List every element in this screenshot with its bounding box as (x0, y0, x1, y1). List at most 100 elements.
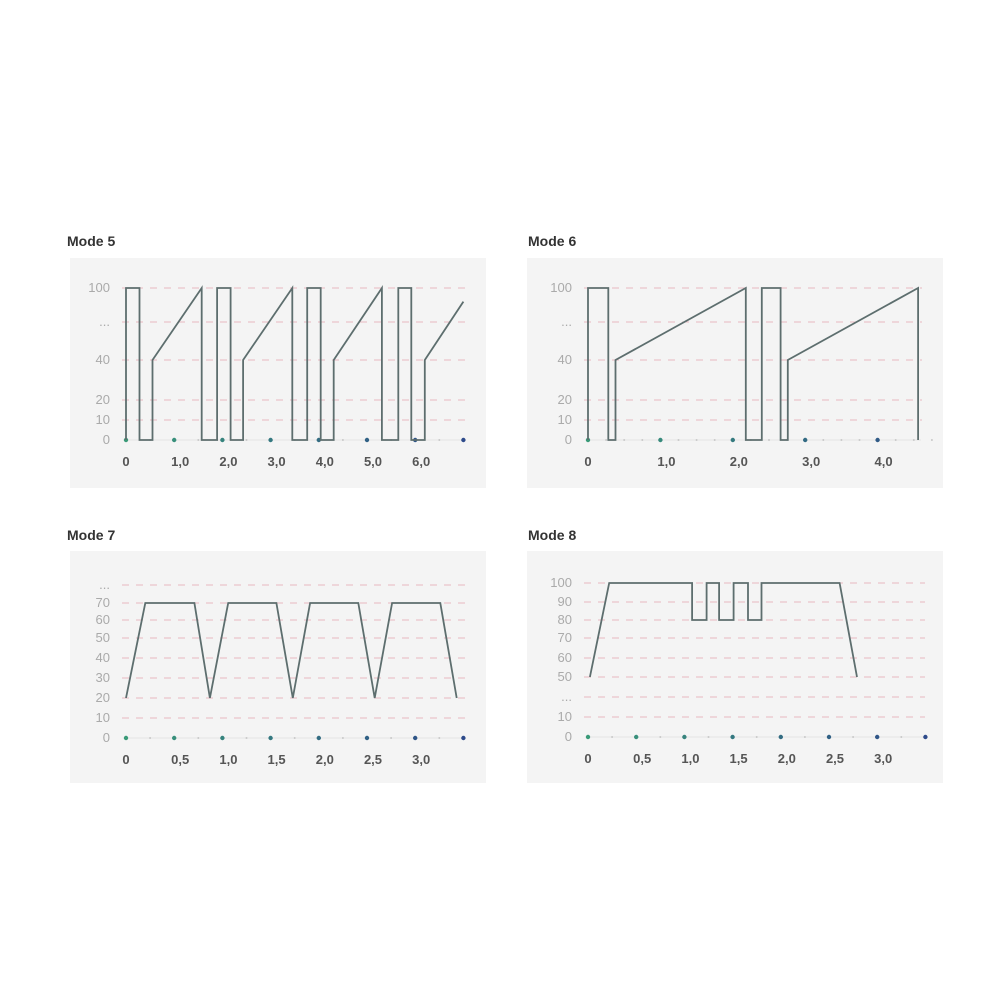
x-tick-dot (172, 735, 177, 741)
minor-tick-dot (858, 439, 861, 441)
minor-tick-dot (197, 439, 200, 441)
minor-tick-dot (293, 737, 296, 739)
y-tick-label: 100 (550, 575, 572, 590)
minor-tick-dot (695, 439, 698, 441)
y-tick-label: 100 (550, 280, 572, 295)
minor-tick-dot (713, 439, 716, 441)
minor-tick-dot (611, 736, 614, 738)
y-tick-label: 40 (96, 650, 110, 665)
y-tick-label: 0 (103, 730, 110, 745)
minor-tick-dot (341, 439, 344, 441)
x-tick-dot (875, 734, 880, 740)
minor-tick-dot (707, 736, 710, 738)
y-tick-label: 60 (96, 612, 110, 627)
minor-tick-dot (900, 736, 903, 738)
minor-tick-dot (641, 439, 644, 441)
x-tick-dot (123, 735, 129, 741)
x-tick-label: 0 (584, 454, 591, 469)
x-tick-label: 6,0 (412, 454, 430, 469)
y-tick-label: 10 (558, 709, 572, 724)
minor-tick-dot (390, 737, 393, 739)
minor-tick-dot (605, 439, 608, 441)
y-tick-label: 70 (558, 630, 572, 645)
y-tick-label: 80 (558, 612, 572, 627)
x-tick-label: 1,0 (681, 751, 699, 766)
y-tick-label: 50 (558, 669, 572, 684)
x-tick-dot (220, 437, 225, 443)
minor-tick-dot (438, 737, 441, 739)
x-tick-dot (172, 437, 177, 443)
x-tick-dot (682, 734, 687, 740)
y-tick-label: 0 (565, 432, 572, 447)
chart-title-mode-7: Mode 7 (67, 527, 116, 543)
x-tick-dot (826, 734, 832, 740)
x-tick-dot (730, 437, 735, 443)
x-tick-label: 0 (122, 752, 129, 767)
x-tick-dot (461, 437, 466, 443)
x-tick-dot (658, 437, 663, 443)
y-tick-label: 20 (558, 392, 572, 407)
x-tick-label: 2,5 (826, 751, 844, 766)
minor-tick-dot (755, 736, 758, 738)
x-tick-label: 3,0 (268, 454, 286, 469)
chart-panel-mode-7 (70, 551, 486, 783)
chart-title-mode-5: Mode 5 (67, 233, 116, 249)
y-tick-label: 60 (558, 650, 572, 665)
x-tick-label: 1,0 (657, 454, 675, 469)
minor-tick-dot (822, 439, 825, 441)
minor-tick-dot (438, 439, 441, 441)
y-tick-label: ... (561, 689, 572, 704)
minor-tick-dot (768, 439, 770, 441)
chart-panel-mode-8 (527, 551, 943, 783)
minor-tick-dot (623, 439, 626, 441)
minor-tick-dot (840, 439, 843, 441)
x-tick-dot (268, 437, 273, 443)
x-tick-label: 4,0 (316, 454, 334, 469)
x-tick-dot (461, 735, 466, 741)
x-tick-dot (634, 734, 639, 740)
y-tick-label: 20 (96, 392, 110, 407)
y-tick-label: 10 (558, 412, 572, 427)
x-tick-label: 2,0 (730, 454, 748, 469)
x-tick-label: 2,5 (364, 752, 382, 767)
y-tick-label: ... (561, 314, 572, 329)
minor-tick-dot (149, 737, 152, 739)
x-tick-dot (413, 735, 418, 741)
minor-tick-dot (341, 737, 344, 739)
x-tick-dot (220, 735, 225, 741)
y-tick-label: 90 (558, 594, 572, 609)
x-tick-dot (803, 437, 808, 443)
x-tick-label: 3,0 (412, 752, 430, 767)
x-tick-dot (316, 735, 321, 741)
minor-tick-dot (852, 736, 855, 738)
x-tick-label: 1,5 (268, 752, 286, 767)
y-tick-label: 70 (96, 595, 110, 610)
series-line (589, 582, 858, 678)
minor-tick-dot (677, 439, 680, 441)
y-tick-label: 10 (96, 710, 110, 725)
x-tick-dot (585, 734, 591, 740)
minor-tick-dot (803, 736, 806, 738)
minor-tick-dot (930, 439, 933, 441)
x-tick-dot (730, 734, 735, 740)
x-tick-label: 3,0 (802, 454, 820, 469)
x-tick-label: 1,0 (171, 454, 189, 469)
x-tick-dot (268, 735, 273, 741)
minor-tick-dot (197, 737, 200, 739)
x-tick-dot (778, 734, 783, 740)
x-tick-label: 5,0 (364, 454, 382, 469)
minor-tick-dot (894, 439, 897, 441)
minor-tick-dot (245, 737, 248, 739)
y-tick-label: 0 (103, 432, 110, 447)
chart-title-mode-8: Mode 8 (528, 527, 577, 543)
y-tick-label: 20 (96, 690, 110, 705)
x-tick-label: 2,0 (778, 751, 796, 766)
x-tick-label: 0,5 (633, 751, 651, 766)
x-tick-dot (364, 437, 370, 443)
chart-panel-mode-6 (527, 258, 943, 488)
y-tick-label: 10 (96, 412, 110, 427)
minor-tick-dot (245, 439, 248, 441)
x-tick-dot (923, 734, 928, 740)
minor-tick-dot (659, 736, 662, 738)
